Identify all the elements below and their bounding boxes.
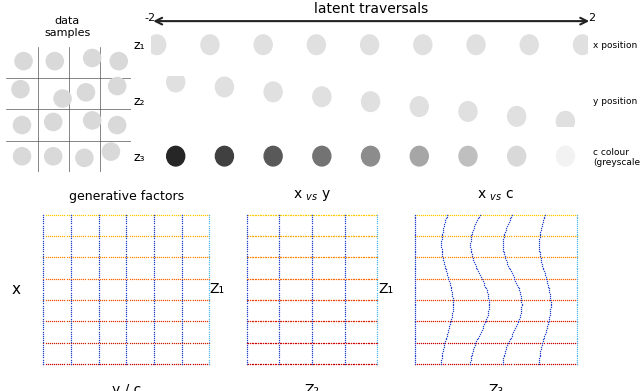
Ellipse shape — [410, 146, 428, 166]
Ellipse shape — [13, 148, 31, 165]
Text: -2: -2 — [145, 13, 156, 23]
Ellipse shape — [216, 146, 234, 166]
Ellipse shape — [84, 49, 100, 66]
Ellipse shape — [84, 112, 100, 129]
Text: x $_{vs}$ y: x $_{vs}$ y — [293, 188, 331, 203]
Ellipse shape — [148, 35, 166, 54]
Text: generative factors: generative factors — [69, 190, 184, 203]
Text: z₂: z₂ — [134, 95, 145, 108]
Ellipse shape — [12, 81, 29, 98]
Ellipse shape — [307, 35, 325, 54]
Ellipse shape — [109, 77, 125, 95]
Ellipse shape — [264, 146, 282, 166]
Ellipse shape — [76, 149, 93, 167]
Text: x: x — [12, 282, 20, 297]
Ellipse shape — [46, 52, 63, 70]
Ellipse shape — [254, 35, 272, 54]
Text: x $_{vs}$ c: x $_{vs}$ c — [477, 189, 515, 203]
Ellipse shape — [360, 35, 379, 54]
Ellipse shape — [410, 97, 428, 117]
Ellipse shape — [313, 146, 331, 166]
Ellipse shape — [216, 77, 234, 97]
Ellipse shape — [556, 111, 575, 131]
Ellipse shape — [45, 113, 62, 131]
Ellipse shape — [520, 35, 538, 54]
Ellipse shape — [45, 148, 62, 165]
Ellipse shape — [77, 84, 95, 101]
Text: y / c: y / c — [112, 383, 141, 391]
Text: z₁: z₁ — [134, 39, 145, 52]
Ellipse shape — [109, 117, 125, 134]
Text: x position: x position — [593, 41, 637, 50]
Ellipse shape — [166, 72, 185, 92]
Ellipse shape — [573, 35, 591, 54]
Ellipse shape — [102, 143, 120, 160]
Text: 2: 2 — [588, 13, 596, 23]
Text: Z₃: Z₃ — [488, 383, 504, 391]
Ellipse shape — [362, 92, 380, 111]
Ellipse shape — [556, 146, 575, 166]
Text: z₃: z₃ — [134, 151, 145, 164]
Ellipse shape — [459, 102, 477, 121]
Text: data
samples: data samples — [44, 16, 90, 38]
Ellipse shape — [13, 117, 31, 134]
Ellipse shape — [467, 35, 485, 54]
Ellipse shape — [508, 146, 525, 166]
Ellipse shape — [201, 35, 219, 54]
Ellipse shape — [508, 107, 525, 126]
Ellipse shape — [264, 82, 282, 102]
Text: Z₂: Z₂ — [305, 383, 319, 391]
Ellipse shape — [166, 146, 185, 166]
Text: c colour
(greyscale): c colour (greyscale) — [593, 148, 640, 167]
Text: Z₁: Z₁ — [209, 282, 224, 296]
Ellipse shape — [15, 52, 32, 70]
Text: y position: y position — [593, 97, 637, 106]
Ellipse shape — [362, 146, 380, 166]
Ellipse shape — [110, 52, 127, 70]
Ellipse shape — [459, 146, 477, 166]
Text: latent traversals: latent traversals — [314, 2, 428, 16]
Text: Z₁: Z₁ — [378, 282, 394, 296]
Ellipse shape — [54, 90, 71, 107]
Ellipse shape — [414, 35, 432, 54]
Ellipse shape — [313, 87, 331, 107]
